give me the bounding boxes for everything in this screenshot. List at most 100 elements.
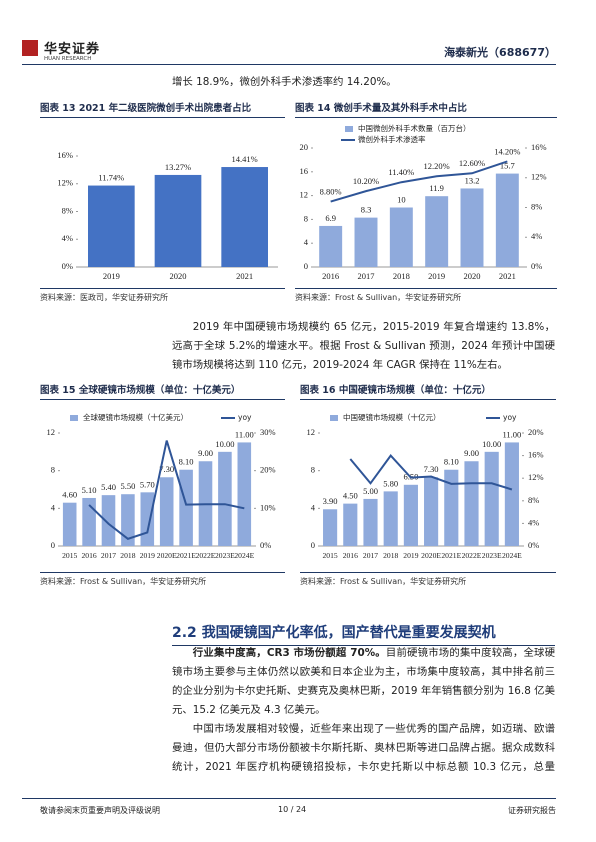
- y2-tick-label: 8%: [531, 201, 542, 211]
- y2-tick-label: 16%: [528, 450, 544, 460]
- bar-value-label: 8.10: [179, 457, 194, 467]
- line-value-label: 12.20%: [424, 161, 450, 171]
- y-tick-label: 4%: [62, 233, 73, 243]
- x-tick-label: 2017: [363, 551, 378, 560]
- page-number: 10 / 24: [278, 805, 307, 814]
- bar-value-label: 4.60: [62, 490, 77, 500]
- y-tick-label: 0%: [62, 261, 73, 271]
- x-tick-label: 2020E: [421, 551, 441, 560]
- y-tick-label: 12%: [57, 178, 73, 188]
- y-tick-label: 4: [311, 502, 316, 512]
- x-tick-label: 2020E: [157, 551, 177, 560]
- bar: [354, 217, 378, 267]
- bar: [383, 491, 398, 546]
- y-tick-label: 16: [300, 166, 309, 176]
- paragraph: 中国市场发展相对较慢，近些年来出现了一些优秀的国产品牌，如迈瑞、欧谱曼迪，但仍大…: [172, 723, 555, 773]
- y-tick-label: 20: [300, 142, 309, 152]
- legend-label: yoy: [503, 413, 517, 422]
- y2-tick-label: 8%: [528, 495, 539, 505]
- bar: [140, 492, 155, 546]
- bar: [425, 196, 449, 267]
- x-tick-label: 2018: [383, 551, 398, 560]
- logo-text: 华安证券: [44, 42, 101, 57]
- bar-value-label: 10.00: [482, 439, 501, 449]
- bar: [343, 503, 358, 546]
- bar-value-label: 8.10: [444, 457, 459, 467]
- paragraph-lead: 行业集中度高，CR3 市场份额超 70%。: [192, 647, 386, 659]
- y-tick-label: 4: [304, 237, 309, 247]
- x-tick-label: 2019: [103, 271, 120, 281]
- legend-swatch: [330, 415, 338, 421]
- bar-value-label: 15.7: [500, 161, 515, 171]
- line-value-label: 12.60%: [459, 158, 485, 168]
- line-value-label: 10.20%: [353, 176, 379, 186]
- x-tick-label: 2018: [120, 551, 135, 560]
- x-tick-label: 2019: [140, 551, 155, 560]
- bar: [237, 442, 252, 546]
- y-tick-label: 12: [47, 427, 56, 437]
- bar: [444, 469, 459, 546]
- x-tick-label: 2020: [464, 271, 481, 281]
- chart: 0% 4% 8% 12% 16% 2019 2020 2021 11.74% 13.27% 14.4…: [57, 150, 278, 281]
- bar: [82, 497, 96, 546]
- bar: [389, 207, 413, 267]
- x-tick-label: 2017: [101, 551, 116, 560]
- x-tick-label: 2019: [403, 551, 418, 560]
- y2-tick-label: 10%: [260, 502, 276, 512]
- line-value-label: 8.80%: [320, 187, 342, 197]
- y2-tick-label: 0%: [528, 540, 539, 550]
- bar: [154, 174, 202, 267]
- y-tick-label: 0: [304, 261, 308, 271]
- company: 海泰新光（688677）: [444, 46, 556, 59]
- y2-tick-label: 4%: [528, 517, 539, 527]
- x-tick-label: 2020: [170, 271, 187, 281]
- bar: [424, 477, 439, 546]
- figure: 图表 14 微创手术量及其外科手术中占比 0 4 8 12 16 20 0% 4% 8% 12% 16…: [295, 100, 557, 303]
- bar-value-label: 11.74%: [98, 173, 124, 183]
- bar-value-label: 5.10: [82, 485, 97, 495]
- legend-label: 中国硬镜市场规模（十亿元）: [343, 412, 441, 422]
- y-tick-label: 0: [51, 540, 55, 550]
- bar-value-label: 14.41%: [232, 154, 258, 164]
- legend-label: 微创外科手术渗透率: [358, 134, 426, 144]
- header-rule: [22, 64, 556, 65]
- y2-tick-label: 12%: [528, 472, 544, 482]
- paragraph: 行业集中度高，CR3 市场份额超 70%。目前硬镜市场的集中度较高，全球硬镜市场…: [172, 644, 555, 720]
- x-tick-label: 2017: [358, 271, 375, 281]
- y2-tick-label: 20%: [528, 427, 544, 437]
- bar: [88, 185, 135, 267]
- bar-value-label: 7.30: [159, 464, 174, 474]
- bar-value-label: 9.00: [464, 448, 479, 458]
- x-tick-label: 2016: [343, 551, 358, 560]
- figure-source: 资料来源：Frost & Sullivan，华安证券研究所: [295, 288, 557, 303]
- figure-source: 资料来源：Frost & Sullivan，华安证券研究所: [300, 572, 556, 587]
- y-tick-label: 12: [300, 190, 309, 200]
- bar-value-label: 11.00: [502, 429, 521, 439]
- y-tick-label: 8: [304, 213, 308, 223]
- bar-value-label: 6.9: [325, 213, 336, 223]
- line: [349, 454, 513, 491]
- bar: [121, 494, 135, 546]
- logo-mark: [22, 40, 38, 56]
- bar: [319, 225, 343, 267]
- x-tick-label: 2021E: [176, 551, 196, 560]
- line-value-label: 11.40%: [388, 167, 414, 177]
- bar: [179, 469, 193, 546]
- x-tick-label: 2023E: [215, 551, 235, 560]
- bar: [363, 498, 378, 546]
- line: [88, 440, 245, 540]
- chart: 0 4 8 12 0% 10% 20% 30% 2015 2016 2017 2018 2019 2020…: [47, 412, 276, 560]
- bar-value-label: 5.00: [363, 486, 378, 496]
- footer-rule: [22, 798, 556, 799]
- bar: [495, 173, 519, 267]
- x-tick-label: 2022E: [462, 551, 482, 560]
- bar-value-label: 13.2: [465, 175, 480, 185]
- x-tick-label: 2019: [428, 271, 445, 281]
- y-tick-label: 8%: [62, 205, 73, 215]
- figure-source: 资料来源：医政司，华安证券研究所: [40, 288, 285, 303]
- y2-tick-label: 16%: [531, 142, 547, 152]
- legend-swatch: [70, 415, 78, 421]
- bar: [101, 495, 116, 546]
- figure-title: 图表 14 微创手术量及其外科手术中占比: [295, 100, 557, 118]
